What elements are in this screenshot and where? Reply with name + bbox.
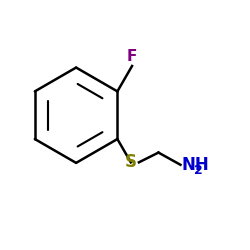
Text: 2: 2 [194, 164, 203, 177]
Text: NH: NH [182, 156, 210, 174]
Text: F: F [127, 48, 137, 64]
Text: S: S [125, 153, 137, 171]
